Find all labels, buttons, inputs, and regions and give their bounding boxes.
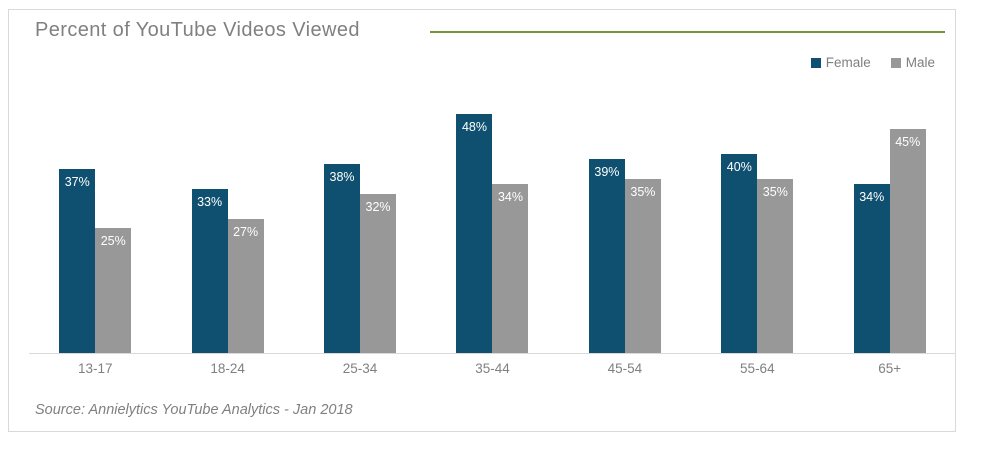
bar-value-label: 33% [197, 195, 223, 209]
category-label-65+: 65+ [878, 361, 902, 376]
bar-male-13-17: 25% [95, 228, 132, 353]
bar-value-label: 45% [895, 135, 921, 149]
bar-group-65+: 34% 45% [824, 104, 956, 353]
category-label-45-54: 45-54 [607, 361, 643, 376]
bar-group-25-34: 38% 32% [294, 104, 426, 353]
bar-group-18-24: 33% 27% [161, 104, 293, 353]
bar-female-35-44: 48% [456, 114, 493, 353]
bar-value-label: 35% [762, 185, 788, 199]
bar-value-label: 34% [497, 190, 523, 204]
category-label-25-34: 25-34 [342, 361, 378, 376]
bar-group-45-54: 39% 35% [559, 104, 691, 353]
legend-label-female: Female [825, 55, 871, 70]
bar-male-18-24: 27% [227, 219, 264, 353]
legend-label-male: Male [905, 55, 935, 70]
bar-male-65+: 45% [889, 129, 926, 353]
category-label-35-44: 35-44 [475, 361, 510, 376]
category-label-18-24: 18-24 [210, 361, 245, 376]
category-label-13-17: 13-17 [77, 361, 113, 376]
female-swatch-icon [810, 57, 821, 68]
bar-male-45-54: 35% [624, 179, 661, 353]
bar-value-label: 25% [100, 234, 126, 248]
bar-value-label: 37% [64, 175, 90, 189]
bar-group-55-64: 40% 35% [691, 104, 823, 353]
bar-female-45-54: 39% [588, 159, 625, 353]
bar-group-35-44: 48% 34% [426, 104, 558, 353]
bar-value-label: 32% [365, 200, 391, 214]
chart-title: Percent of YouTube Videos Viewed [35, 19, 360, 41]
legend-item-male: Male [890, 55, 935, 70]
bar-value-label: 38% [329, 170, 355, 184]
bar-female-13-17: 37% [59, 169, 96, 353]
male-swatch-icon [890, 57, 901, 68]
bar-male-25-34: 32% [360, 194, 397, 353]
bar-male-35-44: 34% [492, 184, 529, 353]
bar-value-label: 35% [630, 185, 656, 199]
bar-female-65+: 34% [853, 184, 890, 353]
bar-value-label: 34% [859, 190, 885, 204]
bar-female-18-24: 33% [191, 189, 228, 353]
category-label-55-64: 55-64 [740, 361, 775, 376]
source-note: Source: Annielytics YouTube Analytics - … [35, 402, 353, 418]
category-axis: 13-17 18-24 25-34 35-44 45-54 55-64 65+ [29, 361, 956, 376]
bar-female-25-34: 38% [324, 164, 361, 353]
bar-value-label: 27% [233, 225, 259, 239]
bar-group-13-17: 37% 25% [29, 104, 161, 353]
title-accent-line [430, 31, 945, 33]
bar-value-label: 48% [461, 120, 487, 134]
bar-male-55-64: 35% [757, 179, 794, 353]
bar-value-label: 40% [726, 160, 752, 174]
bar-female-55-64: 40% [721, 154, 758, 353]
chart-card: Percent of YouTube Videos Viewed Female … [8, 9, 956, 432]
plot-area: 37% 25% 33% 27% 38% 32% 48% 34% 39% 35% 40% 35% 34% 4… [29, 104, 956, 354]
legend: Female Male [810, 55, 935, 70]
legend-item-female: Female [810, 55, 871, 70]
bar-value-label: 39% [594, 165, 620, 179]
